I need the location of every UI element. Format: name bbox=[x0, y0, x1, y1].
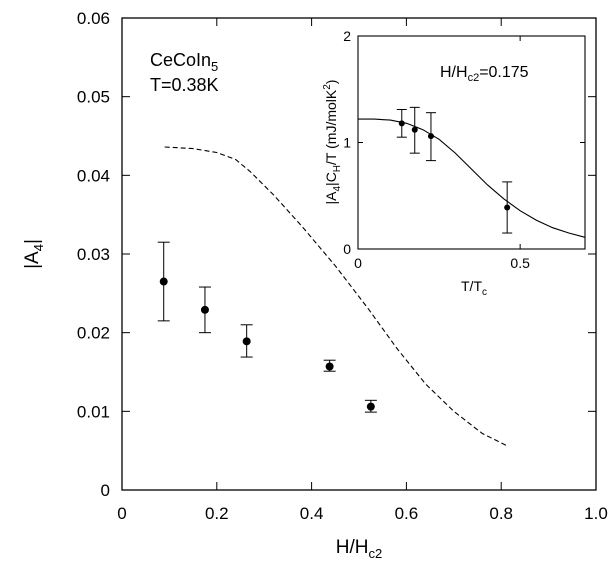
x-tick-label: 0.4 bbox=[300, 504, 324, 523]
inset-plot-frame bbox=[357, 35, 586, 250]
y-tick-label: 0.05 bbox=[77, 88, 110, 107]
x-tick-label: 0 bbox=[354, 255, 362, 271]
dashed-theory-curve bbox=[164, 146, 507, 446]
inset-tick-labels: 0 0.5 0 1 2 bbox=[343, 28, 530, 271]
main-tick-labels: 0 0.2 0.4 0.6 0.8 1.0 0 0.01 0.02 0.03 0.04 0.05 0.0… bbox=[77, 9, 608, 523]
data-point bbox=[411, 126, 418, 133]
data-point bbox=[325, 362, 334, 371]
y-tick-label: 0.01 bbox=[77, 402, 110, 421]
data-point bbox=[242, 337, 251, 346]
inset-y-axis-title: |A4|CH/T (mJ/molK2) bbox=[322, 80, 343, 205]
inset-fit-curve bbox=[358, 118, 586, 238]
main-y-axis-title: |A4| bbox=[22, 239, 46, 269]
data-point bbox=[366, 402, 375, 411]
x-tick-label: 0.6 bbox=[395, 504, 419, 523]
data-point bbox=[159, 277, 168, 286]
inset-x-axis-title: T/Tc bbox=[461, 278, 487, 298]
main-ticks bbox=[121, 17, 597, 491]
temperature-annotation: T=0.38K bbox=[150, 75, 219, 95]
data-point bbox=[200, 305, 209, 314]
y-tick-label: 2 bbox=[343, 28, 351, 44]
x-tick-label: 1.0 bbox=[584, 504, 608, 523]
data-point bbox=[398, 120, 405, 127]
x-tick-label: 0 bbox=[117, 504, 126, 523]
y-tick-label: 0.06 bbox=[77, 9, 110, 28]
x-tick-label: 0.5 bbox=[510, 255, 530, 271]
y-tick-label: 0.03 bbox=[77, 245, 110, 264]
y-tick-label: 1 bbox=[343, 135, 351, 151]
material-annotation: CeCoIn5 bbox=[150, 50, 218, 74]
data-point bbox=[427, 133, 434, 140]
inset-data-points bbox=[396, 106, 513, 234]
main-data-points bbox=[157, 241, 377, 413]
inset-ticks bbox=[357, 35, 585, 250]
y-tick-label: 0 bbox=[101, 481, 110, 500]
inset-field-annotation: H/Hc2=0.175 bbox=[440, 64, 529, 84]
x-tick-label: 0.2 bbox=[205, 504, 229, 523]
data-point bbox=[504, 204, 511, 211]
y-tick-label: 0.02 bbox=[77, 324, 110, 343]
y-tick-label: 0.04 bbox=[77, 166, 110, 185]
x-tick-label: 0.8 bbox=[489, 504, 513, 523]
main-x-axis-title: H/Hc2 bbox=[336, 537, 382, 561]
y-tick-label: 0 bbox=[343, 241, 351, 257]
inset-curve-group bbox=[358, 118, 586, 238]
main-dashed-curve-group bbox=[164, 146, 507, 446]
